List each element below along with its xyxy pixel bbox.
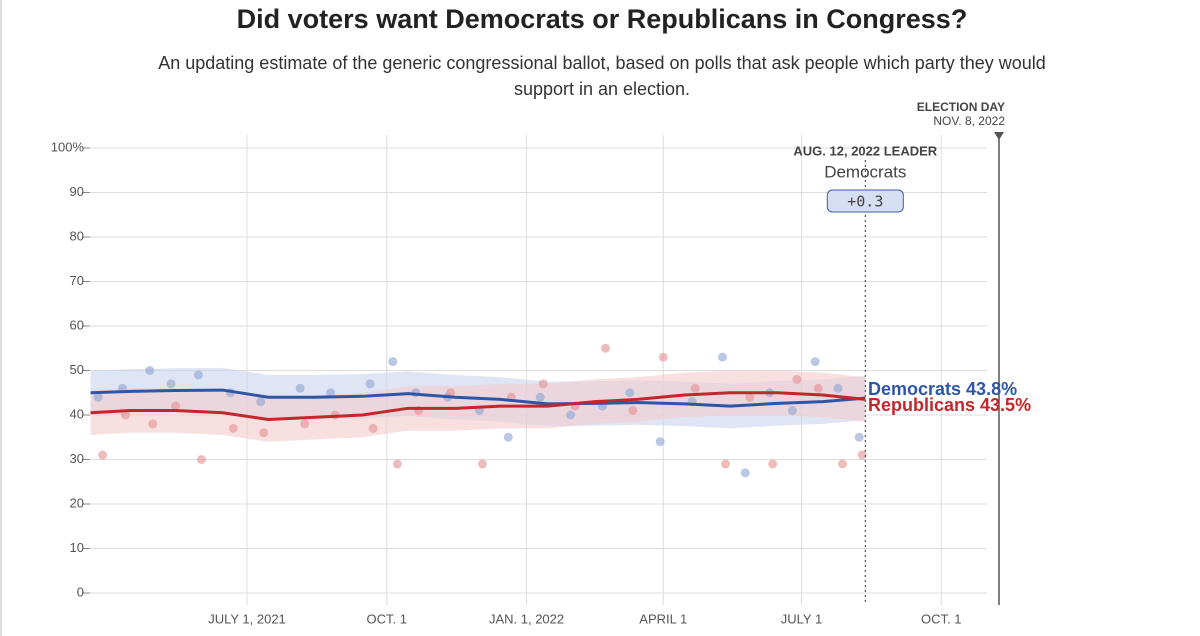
poll-dot bbox=[838, 459, 848, 469]
poll-dot bbox=[193, 370, 203, 380]
poll-dot bbox=[690, 383, 700, 393]
poll-dot bbox=[295, 383, 305, 393]
election-day-marker bbox=[994, 132, 1004, 140]
poll-dot bbox=[300, 419, 310, 429]
poll-dot bbox=[196, 455, 206, 464]
poll-dot bbox=[326, 388, 336, 398]
poll-dot bbox=[98, 450, 108, 460]
chart-title: Did voters want Democrats or Republicans… bbox=[236, 4, 968, 34]
leader-margin: +0.3 bbox=[847, 193, 883, 211]
series-last-value: 43.5% bbox=[980, 395, 1031, 415]
poll-dot bbox=[718, 352, 728, 362]
poll-dot bbox=[256, 397, 266, 407]
y-tick-label: 0 bbox=[77, 584, 84, 599]
poll-dot bbox=[787, 406, 797, 416]
poll-dot bbox=[655, 437, 665, 447]
poll-dot bbox=[792, 374, 802, 384]
poll-dot bbox=[538, 379, 548, 389]
poll-dot bbox=[365, 379, 375, 389]
poll-dot bbox=[566, 410, 576, 420]
y-tick-label: 90 bbox=[70, 184, 84, 199]
poll-dot bbox=[120, 410, 130, 420]
poll-dot bbox=[368, 423, 378, 433]
y-tick-label: 50 bbox=[70, 362, 84, 377]
x-tick-label: APRIL 1 bbox=[639, 611, 687, 626]
poll-dot bbox=[259, 428, 269, 438]
y-tick-label: 100% bbox=[51, 139, 85, 154]
y-tick-label: 70 bbox=[70, 273, 84, 288]
poll-dot bbox=[228, 423, 238, 433]
x-tick-label: OCT. 1 bbox=[921, 611, 961, 626]
poll-dot bbox=[768, 459, 778, 469]
y-tick-label: 80 bbox=[70, 228, 84, 243]
series-name: Republicans bbox=[868, 395, 975, 415]
x-tick-label: JAN. 1, 2022 bbox=[489, 611, 564, 626]
chart-subtitle: An updating estimate of the generic cong… bbox=[158, 53, 1046, 99]
poll-dot bbox=[145, 366, 155, 375]
poll-dot bbox=[628, 406, 638, 416]
poll-dot bbox=[166, 379, 176, 389]
election-day-title: ELECTION DAY bbox=[917, 100, 1005, 114]
poll-dot bbox=[148, 419, 158, 429]
series-name: Democrats bbox=[868, 379, 961, 399]
leader-party: Democrats bbox=[824, 162, 906, 181]
y-tick-label: 40 bbox=[70, 406, 84, 421]
trend-line bbox=[90, 391, 866, 421]
poll-dot bbox=[813, 383, 823, 393]
x-tick-label: JULY 1 bbox=[781, 611, 822, 626]
poll-dot bbox=[625, 388, 635, 398]
series-last-value: 43.8% bbox=[966, 379, 1017, 399]
poll-dot bbox=[477, 459, 487, 469]
trend-line bbox=[90, 388, 866, 408]
end-label: Republicans 43.5% bbox=[868, 395, 1031, 415]
y-tick-label: 20 bbox=[70, 495, 84, 510]
poll-dot bbox=[171, 401, 181, 411]
poll-dot bbox=[857, 450, 867, 460]
poll-dot bbox=[658, 352, 668, 362]
end-label: Democrats 43.8% bbox=[868, 379, 1017, 399]
poll-dot bbox=[388, 357, 398, 367]
poll-dot bbox=[446, 388, 456, 398]
poll-dot bbox=[854, 432, 864, 442]
poll-dot bbox=[721, 459, 731, 469]
y-tick-label: 10 bbox=[70, 540, 84, 555]
poll-dot bbox=[833, 383, 843, 393]
x-tick-label: OCT. 1 bbox=[367, 611, 407, 626]
poll-dot bbox=[740, 468, 750, 478]
y-tick-label: 60 bbox=[70, 317, 84, 332]
x-tick-label: JULY 1, 2021 bbox=[208, 611, 286, 626]
poll-dot bbox=[745, 392, 755, 402]
poll-dot bbox=[93, 392, 103, 402]
poll-dot bbox=[503, 432, 513, 442]
y-tick-label: 30 bbox=[70, 451, 84, 466]
poll-dot bbox=[601, 343, 611, 353]
poll-dot bbox=[535, 392, 545, 402]
leader-title: AUG. 12, 2022 LEADER bbox=[793, 143, 937, 158]
poll-dot bbox=[810, 357, 820, 367]
election-day-date: NOV. 8, 2022 bbox=[933, 114, 1005, 128]
poll-dot bbox=[392, 459, 402, 469]
leader-margin-box bbox=[826, 189, 904, 213]
